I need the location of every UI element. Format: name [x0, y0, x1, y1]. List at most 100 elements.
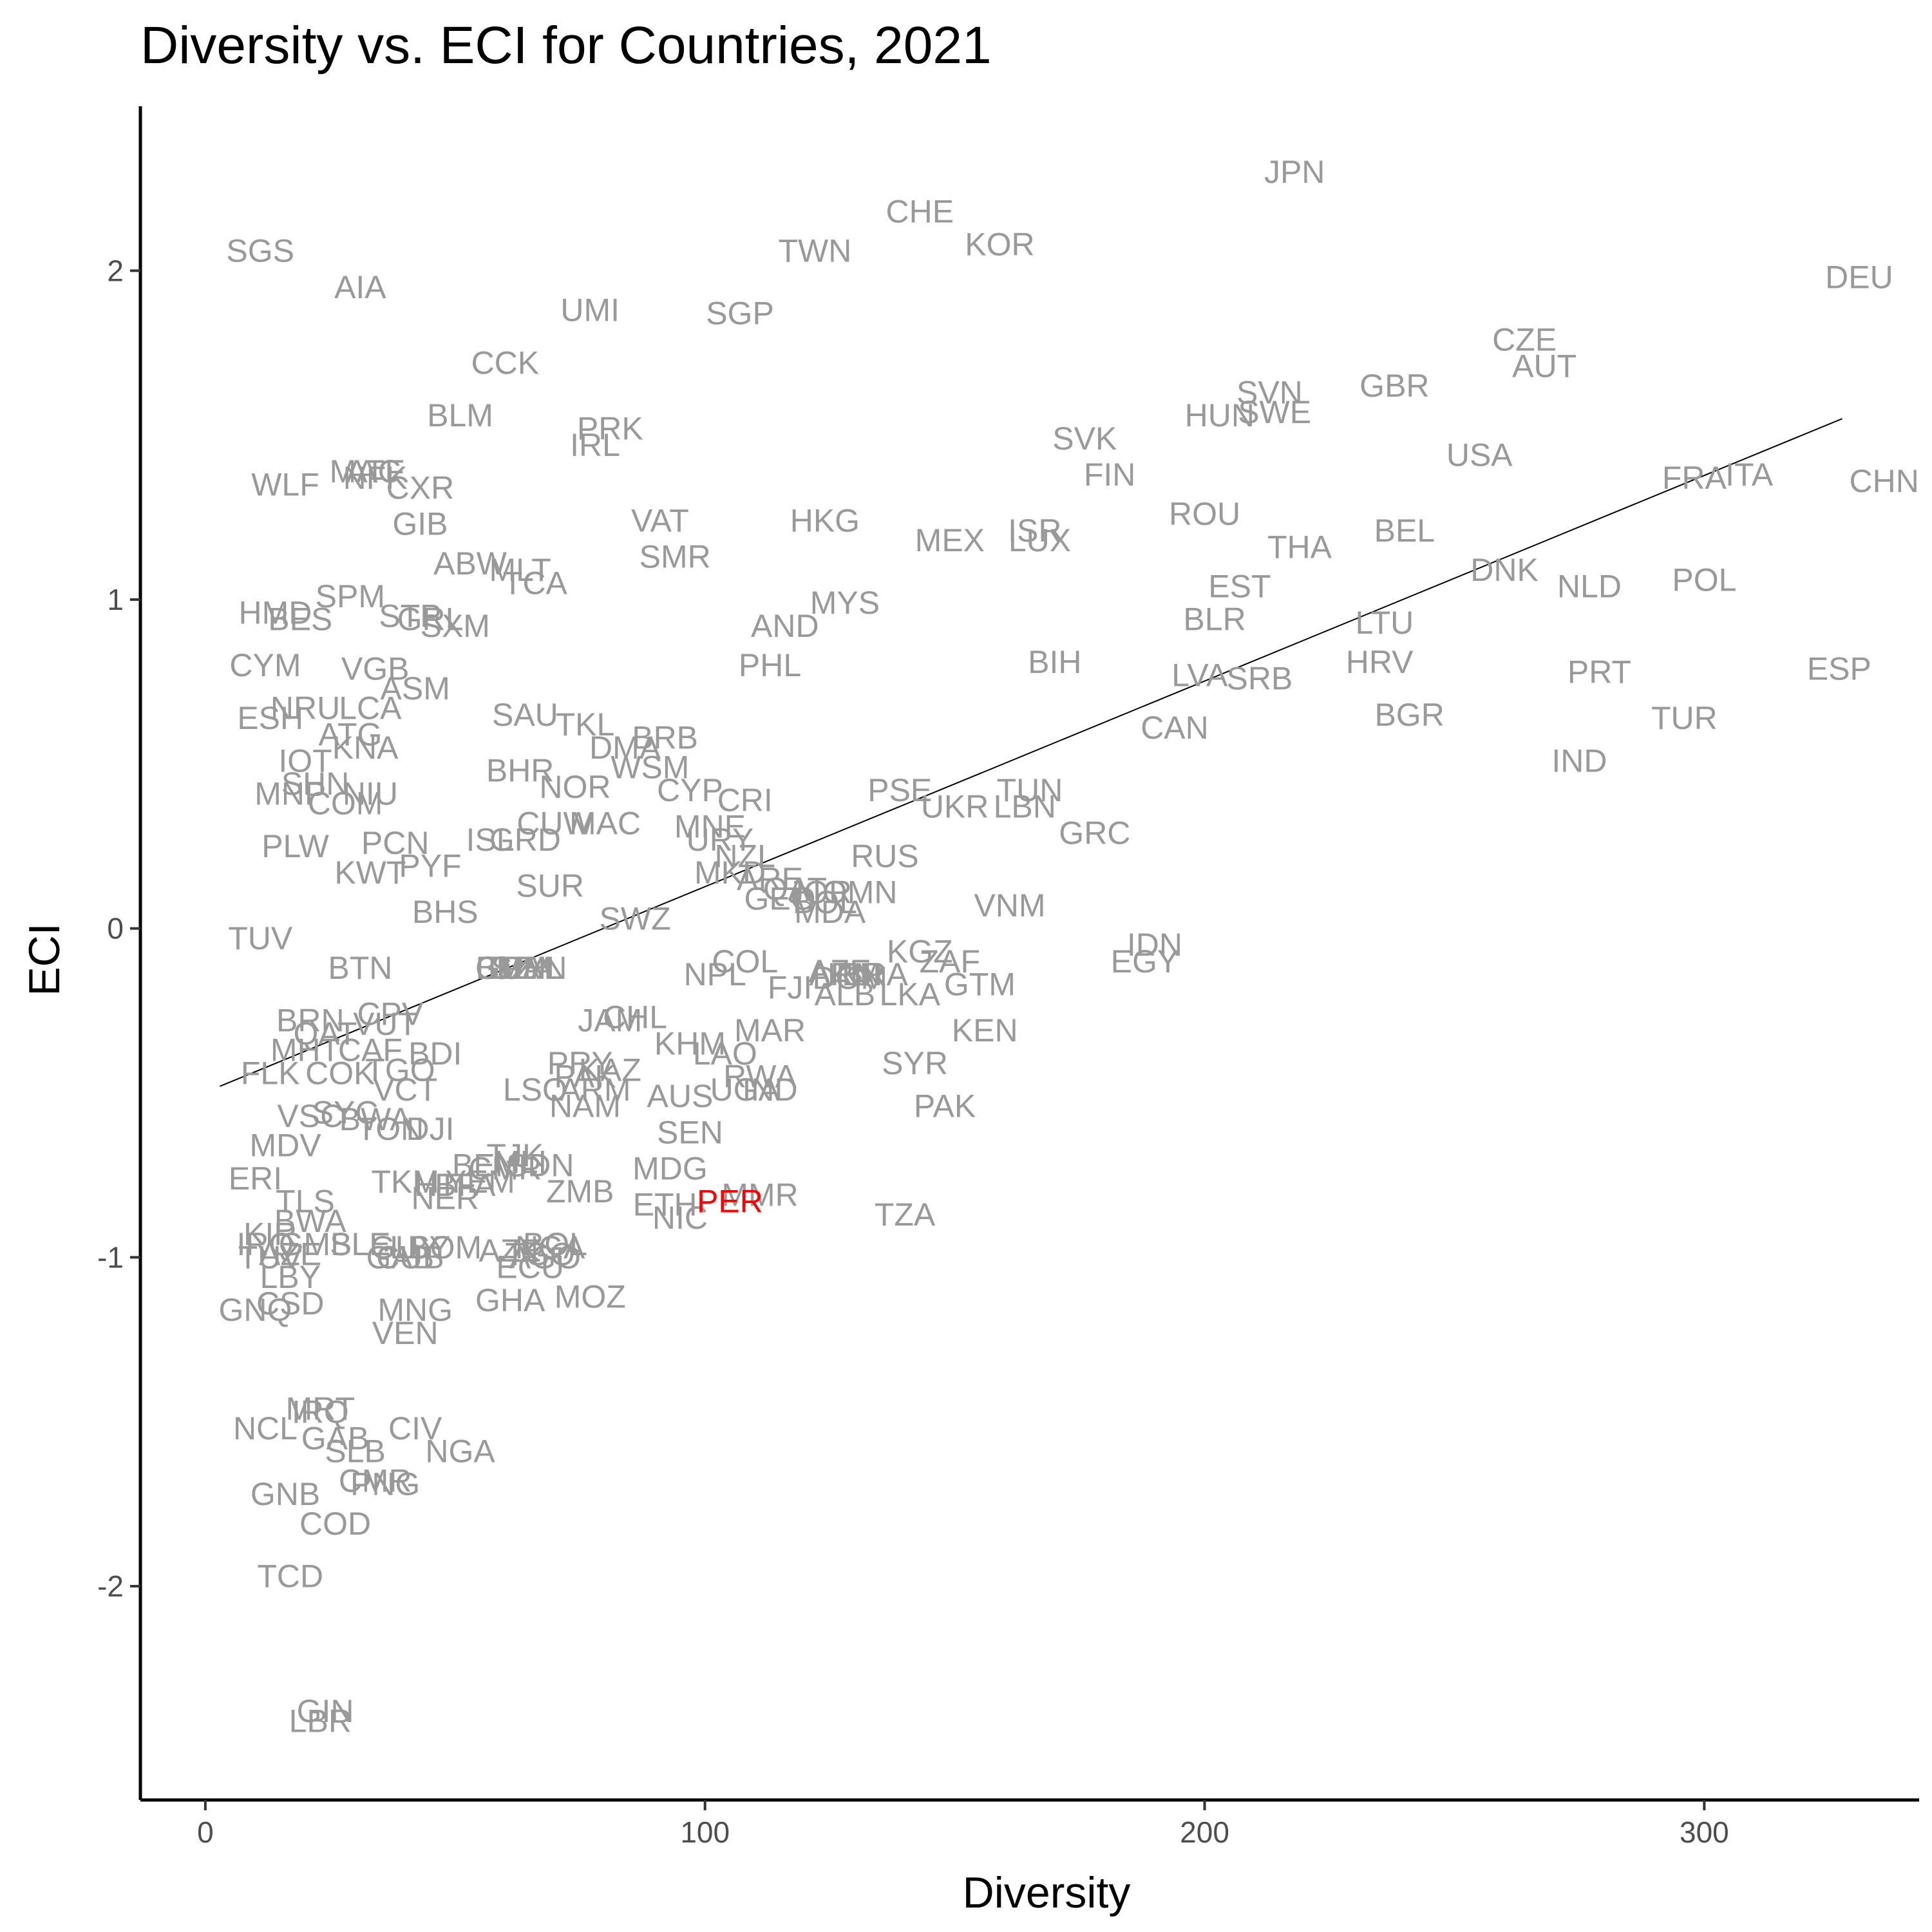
country-label: VEN	[372, 1315, 439, 1351]
country-label: UGA	[710, 1072, 781, 1108]
country-label: UMI	[560, 292, 620, 328]
country-label: GAB	[301, 1420, 370, 1456]
country-label: BRN	[276, 1003, 345, 1039]
country-label: BLM	[427, 397, 493, 433]
country-label: ISR	[1008, 513, 1061, 549]
country-label: VAT	[631, 502, 689, 538]
country-label: NLD	[1557, 569, 1622, 605]
country-label: SEN	[657, 1114, 723, 1150]
country-label: NER	[411, 1180, 479, 1216]
country-label: KAZ	[579, 1052, 641, 1088]
country-label: DZA	[488, 950, 553, 986]
country-label: EGY	[1111, 943, 1179, 980]
country-label: MOZ	[554, 1279, 626, 1315]
country-label: MKD	[694, 855, 766, 891]
country-label: IRL	[570, 427, 620, 463]
country-label: SVN	[1236, 374, 1303, 410]
country-label: PAK	[914, 1088, 976, 1124]
country-label: BLR	[1183, 601, 1245, 638]
country-label: CUW	[516, 805, 594, 841]
country-label: IDN	[1127, 927, 1182, 963]
country-label: GEO	[744, 881, 816, 917]
country-label: ARM	[809, 956, 880, 992]
country-label: SPM	[316, 578, 385, 614]
country-label: TCD	[257, 1558, 323, 1595]
country-label: AGO	[509, 1239, 581, 1275]
country-label: COL	[712, 943, 778, 980]
country-label: SWZ	[600, 900, 671, 936]
country-label: ATF	[346, 453, 404, 489]
country-label: ZMB	[546, 1173, 614, 1209]
country-label: PSE	[867, 772, 932, 808]
country-label: KNA	[332, 730, 399, 766]
country-label: FIN	[1084, 457, 1136, 493]
country-label: AIA	[334, 269, 386, 305]
country-label: MDA	[794, 894, 866, 930]
country-label: TGO	[365, 1052, 435, 1088]
x-tick-label: 300	[1680, 1815, 1729, 1849]
country-label: VSC	[277, 1098, 343, 1134]
country-label: ARE	[737, 861, 803, 897]
country-label: BEL	[1374, 513, 1435, 549]
country-label: USA	[1446, 437, 1513, 473]
country-label: TGO	[506, 1236, 575, 1272]
country-label: AUS	[647, 1078, 714, 1114]
country-label: DNK	[1470, 552, 1539, 588]
country-label: MNE	[674, 808, 746, 844]
country-label: CAN	[1141, 710, 1209, 746]
country-label: SRB	[1226, 661, 1293, 697]
country-label: GTM	[944, 967, 1016, 1003]
country-label: ROU	[1169, 496, 1240, 532]
country-label: PAN	[503, 950, 567, 986]
country-label: KHM	[654, 1025, 726, 1061]
country-label: CCK	[471, 345, 540, 381]
country-label: CRI	[717, 782, 773, 819]
country-label: THA	[1267, 529, 1332, 565]
country-label: CMR	[468, 1150, 542, 1186]
country-label: LBY	[260, 1259, 321, 1295]
country-label: MAC	[569, 805, 641, 841]
country-label: TUV	[228, 920, 293, 956]
country-label: NAM	[549, 1088, 621, 1124]
country-label: PYF	[399, 848, 461, 884]
country-label: KOR	[965, 226, 1034, 262]
country-label: TUV	[238, 1239, 303, 1275]
country-label: CIV	[388, 1410, 442, 1446]
country-label: BIH	[1028, 644, 1081, 680]
country-label: VCT	[373, 1072, 437, 1108]
country-label: FJI	[768, 970, 812, 1006]
country-label: KEN	[952, 1012, 1018, 1048]
country-label: TZA	[875, 1197, 936, 1233]
country-label: GBR	[1359, 368, 1429, 404]
country-label: GAB	[366, 1239, 435, 1275]
country-label: HRV	[1346, 644, 1414, 680]
country-label: POL	[1672, 562, 1736, 598]
country-label: DJI	[406, 1111, 454, 1147]
country-label: BLZ	[476, 950, 535, 986]
country-label: RWA	[723, 1059, 797, 1095]
country-label: LVA	[1171, 657, 1228, 693]
country-label: GIN	[297, 1693, 354, 1729]
country-label: SGP	[706, 296, 774, 332]
country-label: TUR	[1651, 700, 1718, 736]
country-label: SOM	[408, 1229, 482, 1265]
country-label: ATG	[318, 716, 382, 752]
country-label: PHL	[739, 647, 801, 683]
country-label: CHE	[886, 193, 954, 229]
country-label: ISL	[466, 822, 515, 858]
country-label: DEU	[1825, 260, 1893, 296]
country-label: TKM	[371, 1164, 439, 1200]
country-label: ASM	[381, 670, 450, 706]
country-label: BRB	[632, 720, 698, 756]
country-label: ABW	[433, 545, 507, 582]
country-label: MDV	[249, 1128, 321, 1164]
y-axis-title: ECI	[20, 923, 69, 996]
country-label: GRL	[397, 601, 464, 638]
country-label: NIU	[343, 775, 398, 811]
y-tick-label: -1	[97, 1240, 124, 1274]
country-label: MLI	[493, 1144, 547, 1180]
country-label: BDI	[408, 1036, 462, 1072]
country-label: GNQ	[218, 1292, 292, 1328]
country-label: AZE	[478, 1233, 541, 1269]
